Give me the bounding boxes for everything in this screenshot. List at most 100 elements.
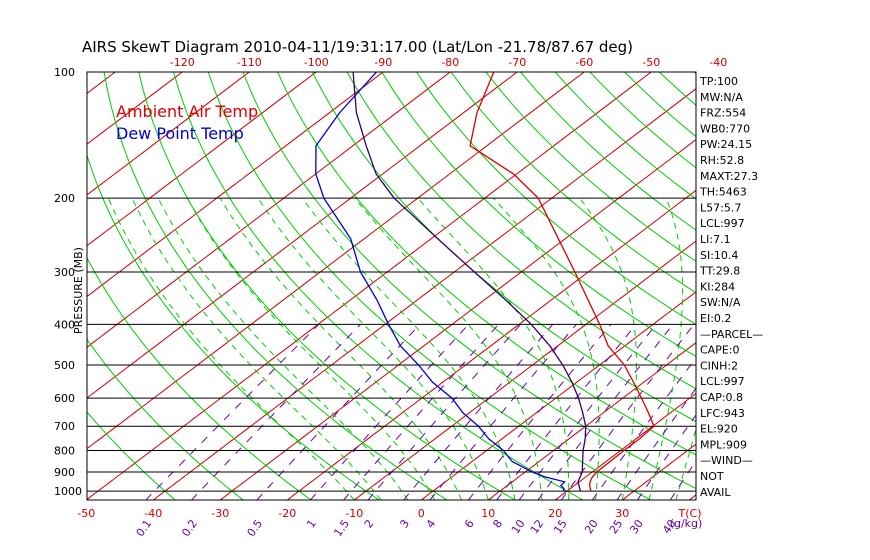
top-temp-tick-label: -60 [575, 56, 593, 69]
mixing-ratio-tick-label: 8 [490, 517, 505, 530]
stat-item: AVAIL [700, 486, 731, 499]
dry-adiabat-line [833, 72, 870, 500]
moist-adiabat-line [579, 197, 637, 500]
moist-adiabat-line [108, 198, 355, 500]
stat-item: MAXT:27.3 [700, 170, 758, 183]
pressure-tick-label: 100 [54, 66, 75, 79]
dry-adiabat-line [207, 72, 652, 500]
mixing-ratio-line [191, 323, 361, 500]
isotherm-line [87, 72, 518, 399]
dry-adiabat-line [87, 338, 244, 500]
moist-adiabat-line [131, 197, 382, 500]
stat-item: LCL:997 [700, 375, 745, 388]
stat-item: TT:29.8 [699, 265, 740, 278]
isotherm-line [756, 72, 870, 500]
bottom-temp-tick-label: -50 [77, 507, 95, 520]
dry-adiabat-line [87, 256, 312, 500]
bottom-temp-tick-label: 30 [615, 507, 629, 520]
moist-adiabat-line [675, 427, 696, 500]
dry-adiabat-line [346, 72, 696, 390]
stat-item: MPL:909 [700, 438, 747, 451]
moist-adiabat-line [301, 197, 516, 500]
dry-adiabat-line [763, 72, 870, 500]
legend-air-temp: Ambient Air Temp [116, 102, 258, 121]
stat-item: L57:5.7 [700, 201, 741, 214]
mixing-ratio-tick-label: 10 [509, 517, 528, 536]
stat-item: LCL:997 [700, 217, 745, 230]
moist-adiabat-line [417, 197, 570, 500]
mixing-ratio-tick-label: 6 [462, 517, 477, 530]
mixing-ratio-line [403, 323, 554, 500]
stat-item: CAPE:0 [700, 344, 740, 357]
mixing-ratio-line [467, 323, 612, 500]
dry-adiabat-line [87, 411, 176, 500]
mixing-ratio-tick-label: 1.5 [331, 517, 352, 539]
isotherm-line [220, 138, 696, 500]
plot-frame [86, 71, 697, 501]
pressure-tick-label: 800 [54, 445, 75, 458]
mixing-ratio-tick-label: 30 [627, 517, 646, 536]
top-temp-tick-label: -80 [441, 56, 459, 69]
top-temp-tick-label: -90 [374, 56, 392, 69]
isotherm-line [87, 72, 652, 500]
mixing-ratio-line [518, 323, 657, 500]
isotherm-line [421, 291, 696, 500]
mixing-ratio-tick-label: 15 [551, 517, 570, 536]
dry-adiabat-line [798, 72, 870, 500]
moist-adiabat-line [648, 198, 684, 500]
bottom-temp-tick-label: -20 [278, 507, 296, 520]
dry-adiabat-line [450, 72, 696, 294]
mixing-ratio-line [591, 357, 696, 500]
mixing-ratio-tick-label: 3 [397, 517, 412, 530]
moist-adiabat-line [354, 197, 543, 500]
stat-item: TH:5463 [699, 186, 747, 199]
pressure-tick-label: 300 [54, 266, 75, 279]
stat-item: SW:N/A [700, 296, 741, 309]
dry-adiabat-line [103, 72, 448, 500]
pressure-tick-label: 700 [54, 420, 75, 433]
dry-adiabat-line [277, 72, 696, 456]
stat-item: EI:0.2 [700, 312, 731, 325]
isotherm-line [287, 189, 696, 500]
stat-item: TP:100 [699, 75, 738, 88]
mixing-ratio-tick-label: 25 [607, 517, 626, 536]
stat-item: CINH:2 [700, 359, 738, 372]
bottom-temp-tick-label: -40 [144, 507, 162, 520]
mixing-ratio-tick-label: 0.2 [179, 517, 200, 539]
dry-adiabat-line [138, 72, 516, 500]
mixing-ratio-line [616, 387, 696, 500]
isotherm-line [87, 72, 451, 348]
mixing-ratio-line [310, 323, 469, 500]
dry-adiabat-line [415, 72, 696, 326]
mixing-ratio-tick-label: 12 [528, 517, 547, 536]
stat-item: —PARCEL— [700, 328, 763, 341]
mixing-ratio-line [496, 323, 637, 500]
stat-item: KI:284 [700, 280, 735, 293]
mixing-ratio-unit-label: (g/kg) [670, 517, 703, 530]
mixing-ratio-tick-label: 4 [424, 517, 439, 530]
mixing-ratio-tick-label: 0.5 [245, 517, 266, 539]
stat-item: LFC:943 [700, 407, 745, 420]
moist-adiabat-line [219, 197, 462, 500]
isotherm-line [488, 342, 696, 500]
dry-adiabat-line [173, 72, 584, 500]
pressure-tick-label: 600 [54, 392, 75, 405]
mixing-ratio-line [637, 414, 696, 500]
isotherm-line [622, 443, 696, 500]
moist-adiabat-line [257, 197, 489, 500]
mixing-ratio-line [145, 323, 320, 500]
stat-item: RH:52.8 [700, 154, 744, 167]
dew-point-temp-line [315, 72, 566, 492]
mixing-ratio-tick-label: 1 [304, 517, 319, 530]
mixing-ratio-line [537, 323, 674, 500]
legend-dew-point: Dew Point Temp [116, 124, 244, 143]
ambient-air-temp-line [469, 72, 655, 492]
stat-item: LI:7.1 [700, 233, 731, 246]
top-temp-tick-label: -50 [642, 56, 660, 69]
dry-adiabat-line [381, 72, 696, 358]
mixing-ratio-line [367, 323, 522, 500]
isotherm-line [87, 72, 585, 450]
mixing-ratio-tick-label: 0.1 [134, 517, 155, 539]
dry-adiabat-line [485, 72, 696, 262]
dry-adiabat-line [729, 72, 870, 500]
